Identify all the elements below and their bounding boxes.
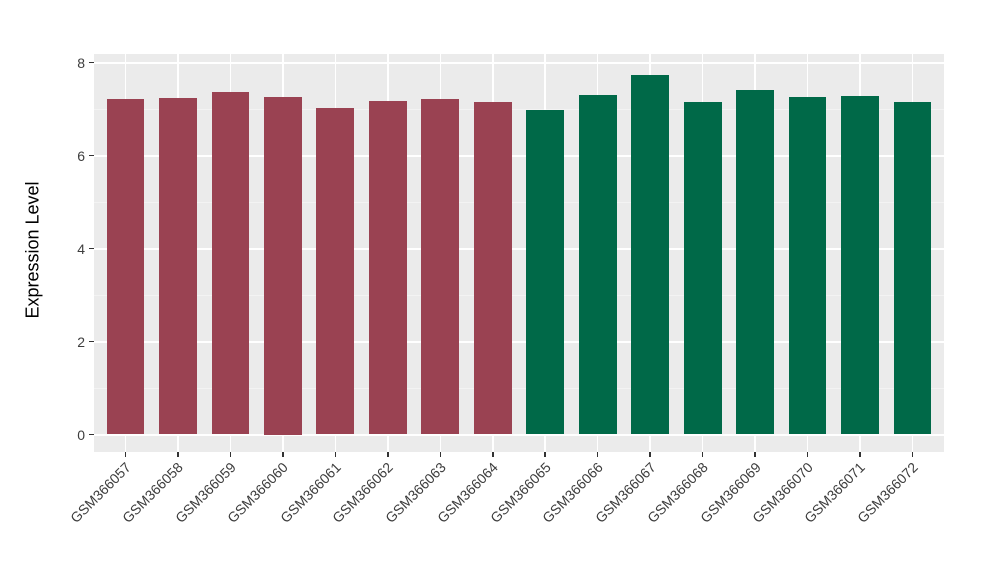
y-tick-label: 8 xyxy=(77,54,85,71)
x-tick-mark xyxy=(387,452,389,457)
x-tick-mark xyxy=(334,452,337,457)
bar xyxy=(106,99,145,435)
x-tick-mark xyxy=(754,452,756,457)
x-tick-mark xyxy=(439,452,442,457)
x-tick-mark xyxy=(229,452,232,457)
x-tick-mark xyxy=(806,452,809,457)
y-tick-label: 4 xyxy=(77,240,85,257)
x-tick-mark xyxy=(596,452,599,457)
bar xyxy=(683,102,722,435)
y-tick-mark xyxy=(89,340,94,343)
y-tick-mark xyxy=(89,247,94,250)
x-tick-mark xyxy=(124,452,127,457)
bar xyxy=(421,99,460,435)
gridline-major xyxy=(94,154,944,157)
y-tick-mark xyxy=(89,433,94,436)
x-tick-mark xyxy=(859,452,861,457)
bar xyxy=(736,89,774,435)
bar xyxy=(316,108,355,435)
gridline-minor xyxy=(94,202,944,203)
y-tick-label: 2 xyxy=(77,333,85,350)
bar xyxy=(788,96,827,435)
y-tick-mark xyxy=(89,61,94,64)
x-tick-mark xyxy=(701,452,704,457)
y-tick-label: 0 xyxy=(77,426,85,443)
gridline-major xyxy=(94,247,944,250)
gridline-minor xyxy=(94,109,944,110)
x-tick-mark xyxy=(544,452,546,457)
bar xyxy=(578,94,617,435)
y-tick-label: 6 xyxy=(77,147,85,164)
bar xyxy=(211,91,250,435)
gridline-minor xyxy=(94,295,944,296)
y-tick-mark xyxy=(89,154,94,157)
bar xyxy=(473,102,512,435)
gridline-major xyxy=(94,433,944,436)
x-tick-mark xyxy=(282,452,284,457)
x-tick-mark xyxy=(911,452,914,457)
bar xyxy=(841,95,879,435)
plot-panel xyxy=(94,54,944,452)
bar xyxy=(893,102,932,435)
gridline-minor xyxy=(94,388,944,389)
gridline-major xyxy=(94,61,944,64)
bar xyxy=(631,75,670,435)
x-tick-mark xyxy=(492,452,494,457)
x-tick-mark xyxy=(649,452,651,457)
x-tick-mark xyxy=(177,452,179,457)
y-axis-title: Expression Level xyxy=(22,181,43,319)
bar xyxy=(264,97,302,435)
bar xyxy=(159,98,197,435)
bar xyxy=(368,101,407,435)
bar xyxy=(526,110,565,435)
gridline-major xyxy=(94,340,944,343)
